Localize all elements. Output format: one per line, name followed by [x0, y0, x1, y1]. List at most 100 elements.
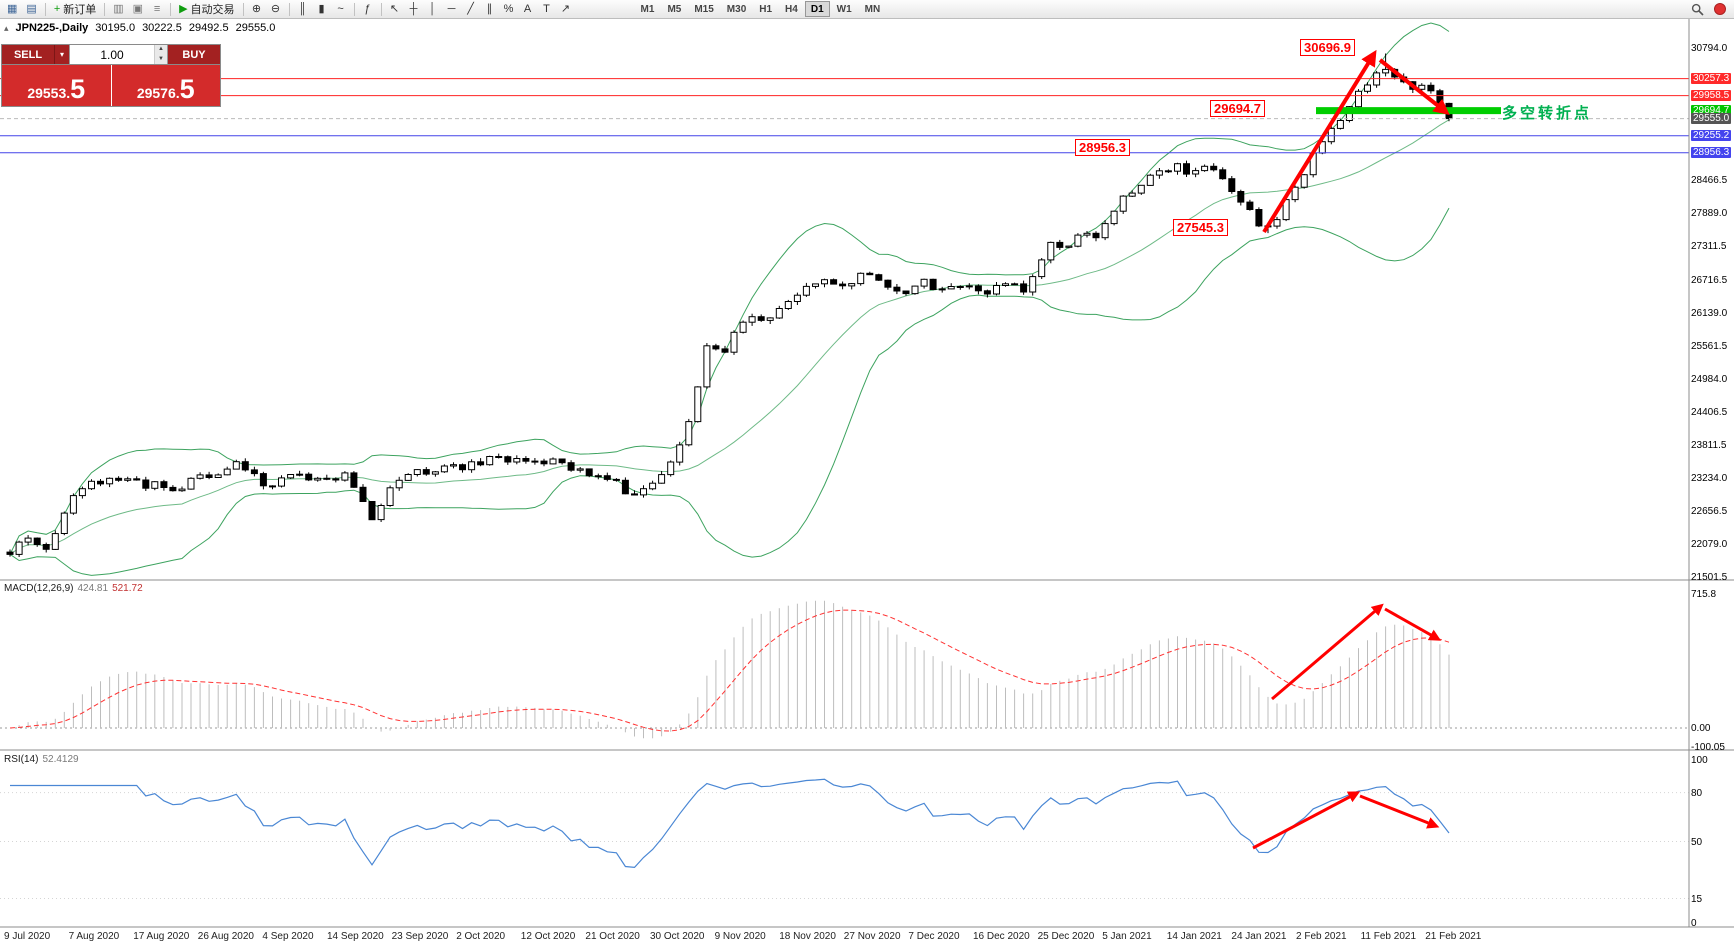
rsi-axis-label: 80 — [1691, 787, 1703, 799]
data-window-icon: ▣ — [132, 2, 144, 15]
date-axis-label: 14 Jan 2021 — [1166, 931, 1222, 942]
fibonacci-tool-button[interactable]: % — [500, 1, 518, 18]
sell-price-pips: 5 — [70, 74, 86, 104]
price-annotation-dip[interactable]: 27545.3 — [1173, 219, 1228, 236]
toolbar-separator — [242, 2, 244, 16]
crosshair-tool-button[interactable]: ┼ — [405, 1, 423, 18]
date-axis-label: 7 Aug 2020 — [68, 931, 120, 942]
price-tag: 29694.7 — [1691, 105, 1732, 117]
date-axis-label: 25 Dec 2020 — [1037, 931, 1095, 942]
volume-up-icon[interactable]: ▲ — [158, 46, 164, 52]
text-tool-button[interactable]: A — [519, 1, 537, 18]
macd-label: MACD(12,26,9) 424.81 521.72 — [4, 583, 143, 594]
date-axis-label: 9 Jul 2020 — [4, 931, 51, 942]
toolbar-separator — [353, 2, 355, 16]
zoom-out-button[interactable]: ⊖ — [267, 1, 285, 18]
macd-axis: 715.8 0.00 -100.05 — [1691, 0, 1733, 950]
ohlc-high: 30222.5 — [142, 22, 182, 34]
volume-input[interactable] — [70, 45, 154, 64]
new-order-button[interactable]: + 新订单 — [50, 1, 100, 18]
zoom-in-button[interactable]: ⊕ — [248, 1, 266, 18]
macd-axis-label: -100.05 — [1691, 741, 1725, 753]
price-axis-label: 28466.5 — [1691, 175, 1728, 187]
timeframe-m5-button[interactable]: M5 — [661, 1, 687, 17]
zoom-in-icon: ⊕ — [251, 2, 262, 15]
timeframe-m1-button[interactable]: M1 — [635, 1, 661, 17]
symbol-title: JPN225-,Daily — [15, 22, 89, 34]
timeframe-h4-button[interactable]: H4 — [779, 1, 804, 17]
timeframe-mn-button[interactable]: MN — [859, 1, 887, 17]
price-axis-label: 24984.0 — [1691, 373, 1728, 385]
vertical-line-tool-button[interactable]: │ — [424, 1, 442, 18]
price-axis-label: 25561.5 — [1691, 340, 1728, 352]
buy-price-main: 29576. — [136, 85, 180, 101]
trade-panel-prices: 29553. 5 29576. 5 — [2, 65, 220, 106]
date-axis-label: 5 Jan 2021 — [1102, 931, 1152, 942]
search-button[interactable] — [1687, 1, 1708, 18]
bar-chart-mode-button[interactable]: ║ — [294, 1, 312, 18]
candle-chart-mode-button[interactable]: ▮ — [313, 1, 331, 18]
price-annotation-support[interactable]: 28956.3 — [1075, 139, 1130, 156]
price-axis-label: 21501.5 — [1691, 572, 1728, 583]
chart-profiles-button[interactable]: ▤ — [22, 1, 40, 18]
autotrading-icon: ▶ — [179, 2, 188, 15]
record-icon[interactable] — [1714, 3, 1726, 15]
label-tool-button[interactable]: T — [538, 1, 556, 18]
toolbar-separator — [104, 2, 106, 16]
date-axis-label: 2 Feb 2021 — [1296, 931, 1347, 942]
new-order-icon: + — [53, 2, 61, 15]
panel-toggle-icon[interactable]: ▴ — [4, 22, 9, 33]
timeframe-w1-button[interactable]: W1 — [831, 1, 858, 17]
pivot-note[interactable]: 多空转折点 — [1502, 105, 1593, 122]
line-chart-mode-icon: ~ — [337, 2, 344, 15]
toolbar: ▦ ▤ + 新订单 ▥ ▣ ≡ ▶ 自动交易 ⊕ ⊖ ║ ▮ ~ ƒ ↖ ┼ │ ─ ╱ ∥% A T ↗ M1 M5 M15 M3… — [0, 0, 1734, 19]
volume-down-icon[interactable]: ▼ — [158, 55, 164, 62]
horizontal-line-tool-button[interactable]: ─ — [443, 1, 461, 18]
timeframe-m15-button[interactable]: M15 — [688, 1, 719, 17]
rsi-value: 52.4129 — [42, 754, 79, 765]
macd-name: MACD(12,26,9) — [4, 583, 74, 594]
channel-tool-button[interactable]: ∥ — [481, 1, 499, 18]
indicators-list-button[interactable]: ƒ — [359, 1, 377, 18]
price-axis-label: 27889.0 — [1691, 208, 1728, 219]
chart-profiles-icon: ▤ — [26, 2, 37, 15]
macd-axis-label: 0.00 — [1691, 723, 1711, 734]
new-order-label: 新订单 — [63, 4, 97, 16]
fibonacci-tool-icon: % — [503, 2, 514, 15]
chart-title: ▴ JPN225-,Daily 30195.0 30222.5 29492.5 … — [4, 22, 275, 34]
arrow-tool-button[interactable]: ↗ — [557, 1, 575, 18]
price-tag: 28956.3 — [1691, 147, 1732, 159]
date-axis-label: 12 Oct 2020 — [520, 931, 576, 942]
autotrading-button[interactable]: ▶ 自动交易 — [175, 1, 238, 18]
sell-button[interactable]: SELL — [2, 45, 54, 64]
date-axis-label: 30 Oct 2020 — [650, 931, 705, 942]
buy-price-button[interactable]: 29576. 5 — [111, 65, 220, 106]
price-annotation-pivot[interactable]: 29694.7 — [1210, 100, 1265, 117]
trendline-tool-icon: ╱ — [467, 2, 474, 15]
new-chart-button[interactable]: ▦ — [3, 1, 21, 18]
timeframe-h1-button[interactable]: H1 — [753, 1, 778, 17]
date-axis-label: 24 Jan 2021 — [1231, 931, 1287, 942]
data-window-button[interactable]: ▣ — [129, 1, 147, 18]
macd-axis-label: 715.8 — [1691, 589, 1717, 600]
date-axis-label: 27 Nov 2020 — [843, 931, 901, 942]
trendline-tool-button[interactable]: ╱ — [462, 1, 480, 18]
cursor-tool-button[interactable]: ↖ — [386, 1, 404, 18]
navigator-button[interactable]: ≡ — [148, 1, 166, 18]
price-annotation-peak[interactable]: 30696.9 — [1300, 39, 1355, 56]
buy-button[interactable]: BUY — [168, 45, 220, 64]
candle-chart-mode-icon: ▮ — [318, 2, 325, 15]
cursor-tool-icon: ↖ — [389, 2, 400, 15]
bar-chart-mode-icon: ║ — [298, 2, 307, 15]
sell-price-button[interactable]: 29553. 5 — [2, 65, 112, 106]
date-axis-label: 18 Nov 2020 — [779, 931, 836, 942]
line-chart-mode-button[interactable]: ~ — [332, 1, 350, 18]
market-watch-button[interactable]: ▥ — [109, 1, 127, 18]
order-options-dropdown[interactable]: ▾ — [54, 45, 69, 64]
timeframe-m30-button[interactable]: M30 — [721, 1, 752, 17]
volume-field: ▲ ▼ — [69, 45, 168, 64]
timeframe-d1-button[interactable]: D1 — [804, 1, 830, 17]
price-axis-label: 26139.0 — [1691, 307, 1728, 319]
date-axis-label: 2 Oct 2020 — [456, 931, 506, 942]
